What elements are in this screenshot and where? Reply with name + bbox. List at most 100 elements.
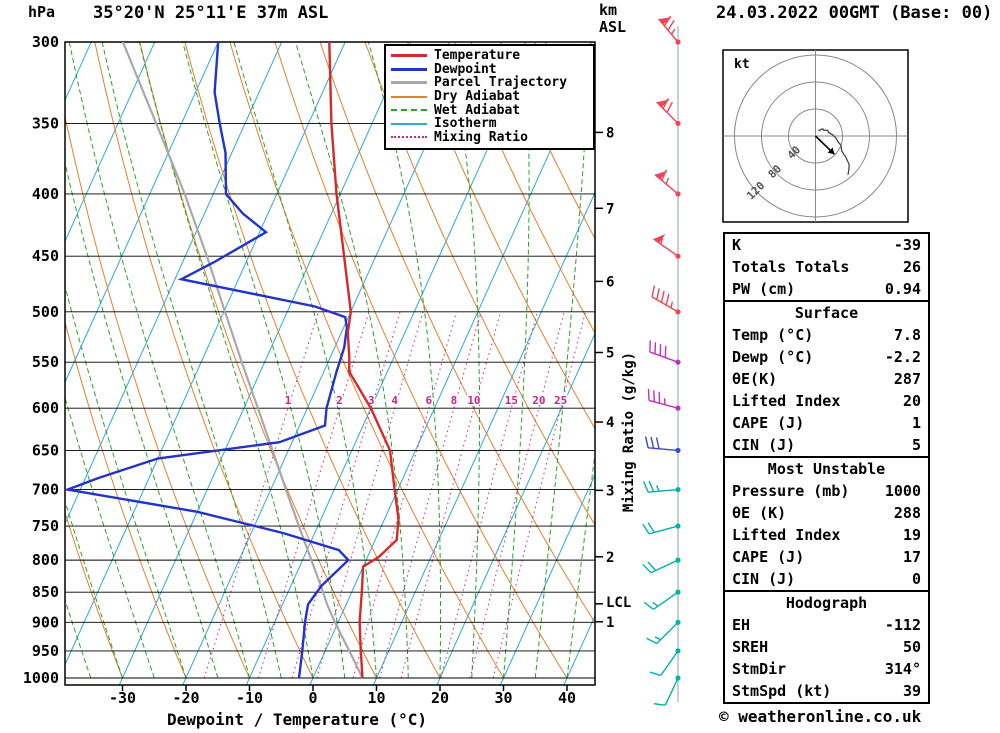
table-row: SREH 50 [725,636,928,658]
isotherm-line [0,42,28,685]
table-row-value: 0.94 [884,280,921,298]
legend-line-sample [391,95,427,98]
copyright-text: © weatheronline.co.uk [719,707,922,726]
table-row: CIN (J) 5 [725,434,928,456]
parcel-trajectory-curve [121,42,364,679]
wind-barb [646,619,681,645]
indices-table: K -39 Totals Totals 26 PW (cm) 0.94 Surface Tem… [723,232,930,704]
mixing-ratio-axis-label: Mixing Ratio (g/kg) [621,351,637,513]
temp-tick-label: 0 [308,689,317,707]
table-row-label: Totals Totals [732,258,850,276]
legend-item: Wet Adiabat [391,103,588,118]
legend-item: Dry Adiabat [391,89,588,104]
pressure-tick-label: 350 [32,114,59,132]
pressure-tick-label: 650 [32,441,59,459]
legend-item: Temperature [391,48,588,63]
legend-label: Parcel Trajectory [434,75,568,91]
temperature-axis-label: Dewpoint / Temperature (°C) [166,710,428,729]
table-section-title: Surface [794,304,859,322]
dewpoint-curve [65,42,350,679]
table-row-value: -112 [884,616,921,634]
wet-adiabat-line [233,42,377,679]
legend-label: Dewpoint [434,61,497,77]
table-section: Most Unstable Pressure (mb) 1000 θE (K) 288 L… [725,456,928,590]
table-row-label: EH [732,616,751,634]
temperature-curve [328,42,400,679]
pressure-tick-label: 700 [32,481,59,499]
temp-tick-label: -10 [236,689,263,707]
wind-barb [654,169,681,197]
table-row: PW (cm) 0.94 [725,278,928,300]
mixing-ratio-value: 25 [554,394,567,407]
dry-adiabat-line [454,42,595,335]
table-section: Surface Temp (°C) 7.8 Dewp (°C) -2.2 θE(K) 287… [725,300,928,456]
isotherm-line [65,42,156,243]
table-section-title: Hodograph [785,594,868,612]
pressure-unit-label: hPa [28,3,56,21]
table-row: StmDir 314° [725,658,928,680]
table-row-value: 1000 [884,482,921,500]
dry-adiabat-line [65,511,123,679]
mixing-ratio-value: 8 [451,394,458,407]
pressure-tick-label: 300 [32,33,59,51]
pressure-tick-label: 850 [32,583,59,601]
table-row-value: 0 [911,570,921,588]
table-row-value: -39 [893,236,921,254]
table-row-label: Temp (°C) [732,326,814,344]
temp-tick-label: 20 [431,689,449,707]
table-row: Temp (°C) 7.8 [725,324,928,346]
table-row-value: 288 [893,504,921,522]
wind-barb [643,480,681,493]
table-section-title: Most Unstable [767,460,886,478]
pressure-tick-label: 450 [32,247,59,265]
temp-tick-label: -20 [172,689,199,707]
hodograph-unit-label: kt [734,57,750,72]
isotherm-line [499,473,595,685]
legend-item: Mixing Ratio [391,130,588,145]
legend-line-sample [391,81,427,85]
legend-line-sample [391,136,427,139]
table-row-label: PW (cm) [732,280,796,298]
table-row: StmSpd (kt) 39 [725,680,928,702]
table-row-label: StmSpd (kt) [732,682,832,700]
lcl-label: LCL [606,594,632,611]
isotherm-line [65,42,346,666]
table-row-value: 20 [902,392,921,410]
legend-line-sample [391,109,427,112]
table-row-value: 39 [902,682,921,700]
wet-adiabat-line [182,42,346,679]
table-row-label: CIN (J) [732,570,796,588]
table-row: Dewp (°C) -2.2 [725,346,928,368]
wind-barb [642,557,681,574]
table-row-label: StmDir [732,660,787,678]
table-row-value: 287 [893,370,921,388]
table-row: θE(K) 287 [725,368,928,390]
axis-labels: 3003504004505005506006507007508008509009… [23,33,615,707]
dry-adiabat-line [996,42,1000,678]
table-row-label: CAPE (J) [732,548,805,566]
dry-adiabat-line [499,42,595,240]
temp-tick-label: -30 [109,689,136,707]
dry-adiabat-line [951,42,1000,678]
temp-tick-label: 10 [367,689,385,707]
wet-adiabat-line [566,449,595,679]
wind-barb [653,233,681,259]
table-row-label: θE (K) [732,504,787,522]
table-row-label: CAPE (J) [732,414,805,432]
dry-adiabat-line [94,42,314,679]
mixing-ratio-line [379,311,482,679]
mixing-ratio-value: 15 [505,394,518,407]
wind-barb [649,340,681,365]
table-row: Lifted Index 20 [725,390,928,412]
table-row-value: 1 [911,414,921,432]
wet-adiabat-line [65,284,187,679]
isotherm-line [65,42,219,384]
wind-barb [656,98,681,127]
table-row: Totals Totals 26 [725,256,928,278]
hodograph-trace [818,127,850,175]
table-row-value: 26 [902,258,921,276]
asl-axis-label: ASL [599,18,627,36]
legend-line-sample [391,67,427,71]
